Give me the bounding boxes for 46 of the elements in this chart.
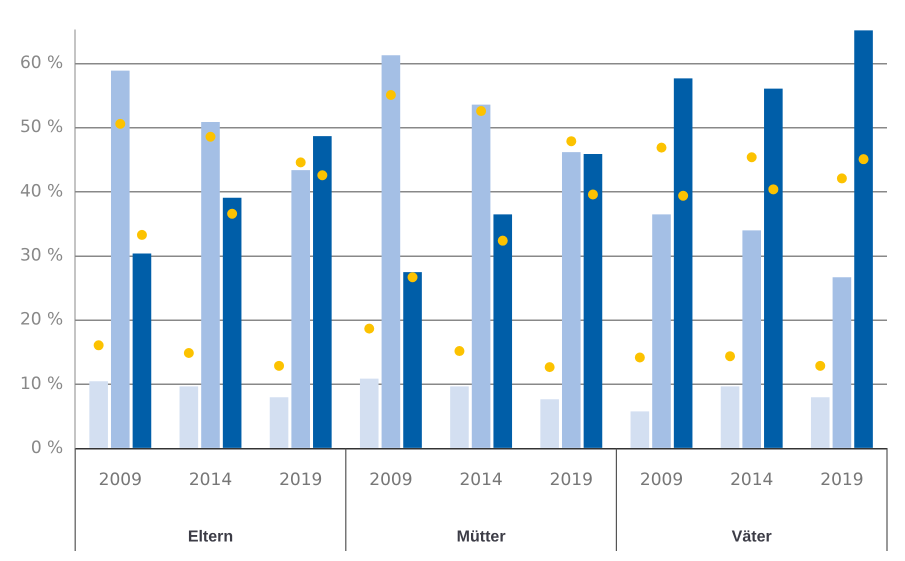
bar bbox=[180, 386, 198, 448]
x-tick-label: 2009 bbox=[369, 470, 413, 490]
bar bbox=[270, 397, 288, 448]
bar bbox=[764, 88, 783, 448]
y-tick-label: 0 % bbox=[30, 438, 64, 458]
x-tick-label: 2009 bbox=[640, 470, 684, 490]
bar bbox=[540, 399, 559, 448]
text: Mütter bbox=[456, 528, 506, 546]
text: Eltern bbox=[188, 528, 234, 546]
y-tick-label: 10 % bbox=[20, 374, 64, 394]
bar bbox=[382, 55, 400, 448]
x-tick-label: 2009 bbox=[98, 470, 142, 490]
bar bbox=[584, 154, 602, 448]
bar bbox=[222, 198, 242, 448]
bar bbox=[403, 272, 422, 448]
x-tick-label: 2019 bbox=[820, 470, 864, 490]
bar bbox=[493, 214, 512, 448]
bar bbox=[742, 230, 762, 448]
y-tick-label: 40 % bbox=[20, 181, 64, 202]
bar bbox=[652, 214, 671, 448]
x-tick-label: 2019 bbox=[550, 470, 593, 490]
bar bbox=[110, 70, 130, 448]
bar bbox=[854, 30, 873, 448]
bar bbox=[472, 104, 490, 448]
bar bbox=[132, 254, 152, 448]
y-tick-label: 20 % bbox=[20, 310, 64, 330]
x-tick-label: 2019 bbox=[279, 470, 322, 490]
bar bbox=[201, 122, 220, 448]
x-tick-label: 2014 bbox=[459, 470, 503, 490]
y-tick-label: 60 % bbox=[20, 52, 64, 73]
bar bbox=[313, 136, 332, 448]
bar bbox=[450, 386, 469, 448]
y-tick-label: 30 % bbox=[20, 246, 64, 266]
bar bbox=[89, 381, 108, 448]
bar bbox=[674, 78, 692, 448]
bar bbox=[291, 170, 310, 448]
bar bbox=[832, 277, 852, 448]
text: Väter bbox=[732, 528, 772, 546]
bar bbox=[562, 152, 581, 448]
bar bbox=[630, 411, 650, 448]
x-tick-label: 2014 bbox=[188, 470, 232, 490]
bar bbox=[360, 378, 379, 448]
x-tick-label: 2014 bbox=[730, 470, 774, 490]
bar bbox=[810, 397, 830, 448]
bar bbox=[720, 386, 740, 448]
y-tick-label: 50 % bbox=[20, 117, 64, 138]
